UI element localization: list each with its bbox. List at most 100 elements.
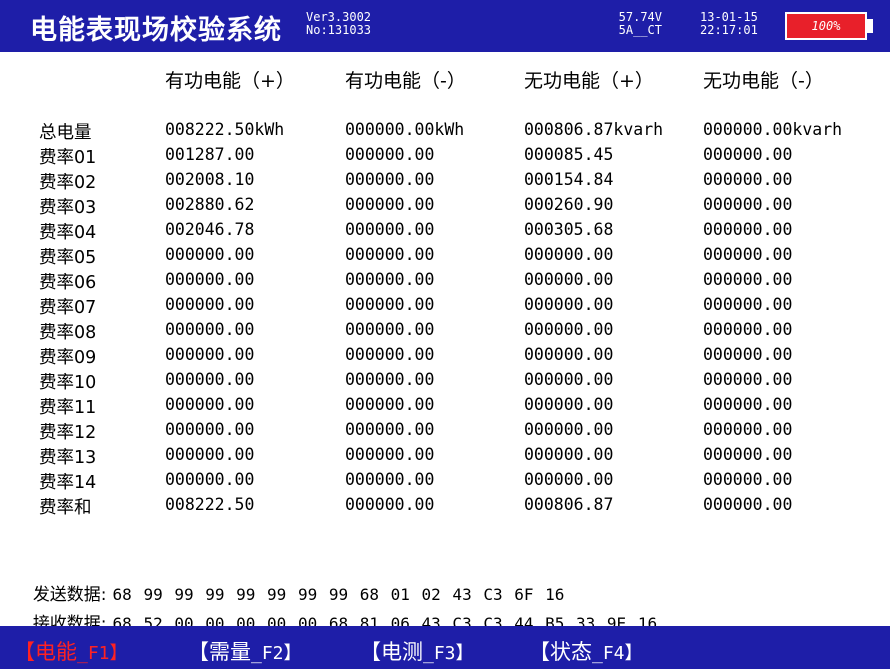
title-bar: 电能表现场校验系统 Ver3.3002 No:131033 57.74V 5A_… [0, 0, 890, 52]
row-label: 费率05 [39, 248, 97, 268]
table-cell: 000000.00 [524, 270, 614, 289]
table-cell: 000000.00 [703, 145, 793, 164]
table-cell: 000000.00 [165, 445, 255, 464]
table-cell: 000000.00kvarh [703, 120, 843, 139]
row-label: 费率06 [39, 273, 97, 293]
row-label: 费率08 [39, 323, 97, 343]
table-cell: 000000.00 [345, 320, 435, 339]
table-cell: 001287.00 [165, 145, 255, 164]
table-cell: 000000.00 [345, 170, 435, 189]
row-label: 费率10 [39, 373, 97, 393]
table-cell: 000000.00 [345, 270, 435, 289]
table-cell: 000000.00 [703, 345, 793, 364]
column-header-reactive-negative: 无功电能（-） [703, 70, 824, 92]
table-cell: 000000.00 [703, 195, 793, 214]
tab-energy-key: _F1】 [77, 643, 128, 664]
row-label: 费率12 [39, 423, 97, 443]
row-label: 费率01 [39, 148, 97, 168]
table-cell: 000000.00 [345, 495, 435, 514]
table-cell: 000154.84 [524, 170, 614, 189]
measurement-info: 57.74V 5A__CT [612, 11, 662, 37]
tab-measure-f3[interactable]: 【电测_F3】 [360, 636, 474, 666]
row-label: 费率14 [39, 473, 97, 493]
datetime: 13-01-15 22:17:01 [700, 11, 758, 37]
serial-number: No:131033 [306, 23, 372, 37]
version-info: Ver3.3002 No:131033 [306, 11, 371, 37]
row-label: 总电量 [39, 123, 92, 143]
table-cell: 002880.62 [165, 195, 255, 214]
battery-tip-icon [867, 19, 873, 33]
send-data-line: 发送数据: 68 99 99 99 99 99 99 99 68 01 02 43… [22, 560, 565, 605]
battery-level: 100% [811, 19, 841, 33]
send-data-hex: 68 99 99 99 99 99 99 99 68 01 02 43 C3 6… [112, 585, 565, 604]
table-cell: 000000.00 [524, 245, 614, 264]
table-cell: 000000.00 [703, 395, 793, 414]
row-label: 费率07 [39, 298, 97, 318]
table-cell: 000000.00kWh [345, 120, 465, 139]
table-cell: 000000.00 [703, 270, 793, 289]
table-cell: 000000.00 [345, 145, 435, 164]
tab-status-label: 【状态 [529, 640, 592, 664]
table-cell: 000000.00 [345, 420, 435, 439]
table-cell: 000000.00 [524, 345, 614, 364]
table-cell: 000000.00 [345, 470, 435, 489]
table-cell: 000000.00 [345, 220, 435, 239]
table-cell: 000000.00 [165, 420, 255, 439]
table-cell: 000000.00 [524, 320, 614, 339]
table-cell: 000000.00 [165, 395, 255, 414]
table-cell: 000000.00 [703, 245, 793, 264]
table-cell: 000000.00 [345, 445, 435, 464]
tab-status-key: _F4】 [592, 643, 643, 664]
table-cell: 000000.00 [703, 220, 793, 239]
table-cell: 000000.00 [703, 370, 793, 389]
table-cell: 002008.10 [165, 170, 255, 189]
voltage-readout: 57.74V [618, 10, 662, 24]
column-header-reactive-positive: 无功电能（+） [524, 70, 654, 92]
version-label: Ver3.3002 [306, 10, 372, 24]
table-cell: 000000.00 [524, 470, 614, 489]
table-cell: 000000.00 [345, 245, 435, 264]
table-cell: 000000.00 [524, 420, 614, 439]
column-header-active-positive: 有功电能（+） [165, 70, 295, 92]
table-cell: 000000.00 [345, 370, 435, 389]
table-cell: 008222.50 [165, 495, 255, 514]
table-cell: 000806.87 [524, 495, 614, 514]
tab-energy-f1[interactable]: 【电能_F1】 [14, 636, 128, 666]
table-cell: 000000.00 [703, 470, 793, 489]
table-cell: 000000.00 [345, 345, 435, 364]
row-label: 费率09 [39, 348, 97, 368]
row-label: 费率04 [39, 223, 97, 243]
table-cell: 008222.50kWh [165, 120, 285, 139]
tab-status-f4[interactable]: 【状态_F4】 [529, 636, 643, 666]
tab-demand-key: _F2】 [251, 643, 302, 664]
table-cell: 000000.00 [703, 170, 793, 189]
battery-icon: 100% [785, 12, 867, 40]
table-cell: 000000.00 [165, 270, 255, 289]
send-data-label: 发送数据: [32, 585, 107, 605]
table-cell: 000000.00 [345, 395, 435, 414]
table-cell: 002046.78 [165, 220, 255, 239]
table-cell: 000000.00 [524, 295, 614, 314]
table-cell: 000000.00 [703, 445, 793, 464]
tab-energy-label: 【电能 [14, 640, 77, 664]
time-readout: 22:17:01 [700, 23, 758, 37]
current-range: 5A__CT [618, 23, 662, 37]
tab-demand-label: 【需量 [188, 640, 251, 664]
table-cell: 000000.00 [345, 195, 435, 214]
table-cell: 000806.87kvarh [524, 120, 664, 139]
tab-demand-f2[interactable]: 【需量_F2】 [188, 636, 302, 666]
table-cell: 000000.00 [524, 445, 614, 464]
table-cell: 000000.00 [165, 320, 255, 339]
row-label: 费率11 [39, 398, 97, 418]
row-label: 费率02 [39, 173, 97, 193]
table-cell: 000000.00 [165, 295, 255, 314]
row-label: 费率和 [39, 498, 92, 518]
table-cell: 000085.45 [524, 145, 614, 164]
row-label: 费率03 [39, 198, 97, 218]
table-cell: 000000.00 [345, 295, 435, 314]
table-cell: 000000.00 [703, 320, 793, 339]
table-cell: 000000.00 [703, 495, 793, 514]
table-cell: 000305.68 [524, 220, 614, 239]
table-cell: 000000.00 [703, 420, 793, 439]
tab-measure-label: 【电测 [360, 640, 423, 664]
